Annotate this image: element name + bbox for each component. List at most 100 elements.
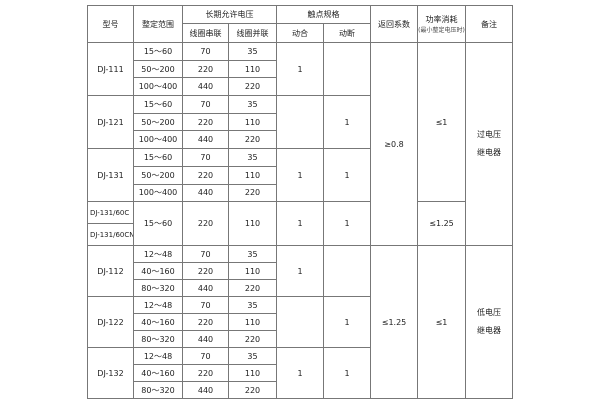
table-row: DJ-131/60C 15～60 220 110 1 1 ≤1.25 (87, 201, 513, 247)
model-cell: DJ-132 (87, 347, 134, 400)
break-contact-cell: 1 (323, 296, 371, 349)
coil-series-cell: 70 (182, 245, 229, 264)
coil-parallel-cell: 220 (228, 77, 277, 97)
coil-series-cell: 220 (182, 364, 229, 383)
table-row: DJ-131 15～60 70 35 1 1 (87, 148, 513, 203)
coil-series-cell: 220 (182, 59, 229, 79)
break-contact-cell: 1 (323, 95, 371, 150)
setting-range-cell: 12～48 (133, 347, 183, 366)
coil-series-cell: 70 (182, 296, 229, 315)
coil-series-cell: 220 (182, 201, 229, 247)
remarks-cell: 过电压 继电器 (465, 41, 513, 247)
coil-parallel-cell: 35 (228, 148, 277, 167)
coil-parallel-cell: 35 (228, 95, 277, 114)
table-row: 50～200 220 110 (88, 112, 513, 132)
table-row: DJ-121 15～60 70 35 1 (87, 95, 513, 150)
coil-series-cell: 220 (182, 313, 229, 332)
coil-parallel-cell: 220 (228, 381, 277, 400)
table-row: DJ-111 15～60 70 35 1 ≥0.8 ≤1 过电压 继电器 (87, 41, 513, 247)
coil-parallel-cell: 110 (228, 201, 277, 247)
power-cell: ≤1 (417, 245, 466, 400)
make-contact-cell: 1 (276, 201, 324, 247)
header-power-label: 功率消耗 (425, 15, 458, 24)
break-contact-cell (323, 245, 371, 298)
coil-parallel-cell: 110 (228, 59, 277, 79)
header-coil-parallel: 线圈并联 (228, 23, 277, 43)
setting-range-cell: 15～60 (133, 201, 183, 247)
setting-range-cell: 80～320 (133, 381, 183, 400)
header-break: 动断 (323, 23, 371, 43)
setting-range-cell: 40～160 (133, 364, 183, 383)
coil-series-cell: 220 (182, 112, 229, 132)
coil-series-cell: 70 (182, 148, 229, 167)
make-contact-cell: 1 (276, 245, 324, 298)
power-cell: ≤1 (417, 41, 466, 203)
remarks-line: 继电器 (477, 148, 501, 158)
make-contact-cell: 1 (276, 347, 324, 400)
remarks-line: 低电压 (477, 308, 501, 318)
table-row: 40～160 220 110 (88, 313, 513, 332)
coil-parallel-cell: 35 (228, 42, 277, 61)
coil-parallel-cell: 110 (228, 112, 277, 132)
make-contact-cell: 1 (276, 148, 324, 203)
model-cell: DJ-131/60C (87, 201, 134, 225)
make-contact-cell: 1 (276, 41, 324, 97)
model-cell: DJ-122 (87, 296, 134, 349)
coil-parallel-cell: 35 (228, 296, 277, 315)
coil-parallel-cell: 110 (228, 313, 277, 332)
setting-range-cell: 100～400 (133, 77, 183, 97)
setting-range-cell: 50～200 (133, 59, 183, 79)
setting-range-cell: 15～60 (133, 148, 183, 167)
setting-range-cell: 15～60 (133, 95, 183, 114)
coil-parallel-cell: 110 (228, 262, 277, 281)
coil-parallel-cell: 220 (228, 130, 277, 150)
header-long-term-voltage: 长期允许电压 (182, 5, 277, 24)
header-return-coefficient: 返回系数 (370, 5, 418, 43)
setting-range-cell: 50～200 (133, 165, 183, 185)
coil-series-cell: 220 (182, 262, 229, 281)
table-row: DJ-122 12～48 70 35 1 (87, 296, 513, 349)
power-cell: ≤1.25 (417, 201, 466, 247)
header-coil-series: 线圈串联 (182, 23, 229, 43)
return-coefficient-cell: ≥0.8 (370, 41, 418, 247)
table-row: 100～400 440 220 (88, 130, 513, 150)
table-row: 80～320 440 220 (88, 279, 513, 298)
coil-parallel-cell: 220 (228, 279, 277, 298)
setting-range-cell: 40～160 (133, 262, 183, 281)
setting-range-cell: 100～400 (133, 130, 183, 150)
setting-range-cell: 80～320 (133, 330, 183, 349)
remarks-line: 继电器 (477, 326, 501, 336)
setting-range-cell: 50～200 (133, 112, 183, 132)
model-cell: DJ-112 (87, 245, 134, 298)
remarks-cell: 低电压 继电器 (465, 245, 513, 400)
setting-range-cell: 15～60 (133, 42, 183, 61)
table-row: DJ-112 12～48 70 35 1 ≤1.25 ≤1 低电压 继电器 (87, 245, 513, 400)
coil-parallel-cell: 220 (228, 330, 277, 349)
model-cell: DJ-131/60CN (87, 223, 134, 247)
break-contact-cell: 1 (323, 148, 371, 203)
coil-series-cell: 440 (182, 130, 229, 150)
table-body: DJ-111 15～60 70 35 1 ≥0.8 ≤1 过电压 继电器 50～200 220 110… (87, 41, 513, 400)
break-contact-cell: 1 (323, 201, 371, 247)
coil-parallel-cell: 110 (228, 165, 277, 185)
table-row: 80～320 440 220 (88, 330, 513, 349)
setting-range-cell: 12～48 (133, 245, 183, 264)
table-row: 100～400 440 220 (88, 183, 513, 203)
coil-parallel-cell: 35 (228, 245, 277, 264)
coil-parallel-cell: 110 (228, 364, 277, 383)
relay-spec-table: 型号 整定范围 长期允许电压 触点规格 返回系数 功率消耗 (最小整定电压时) 备… (87, 5, 513, 400)
coil-series-cell: 440 (182, 279, 229, 298)
header-setting-range: 整定范围 (133, 5, 183, 43)
setting-range-cell: 12～48 (133, 296, 183, 315)
header-remarks: 备注 (465, 5, 513, 43)
coil-series-cell: 440 (182, 381, 229, 400)
model-cell: DJ-121 (87, 95, 134, 150)
return-coefficient-cell: ≤1.25 (370, 245, 418, 400)
model-cell: DJ-131 (87, 148, 134, 203)
header-power: 功率消耗 (最小整定电压时) (417, 5, 466, 43)
break-contact-cell (323, 41, 371, 97)
coil-series-cell: 220 (182, 165, 229, 185)
header-make: 动合 (276, 23, 324, 43)
make-contact-cell (276, 296, 324, 349)
coil-parallel-cell: 220 (228, 183, 277, 203)
